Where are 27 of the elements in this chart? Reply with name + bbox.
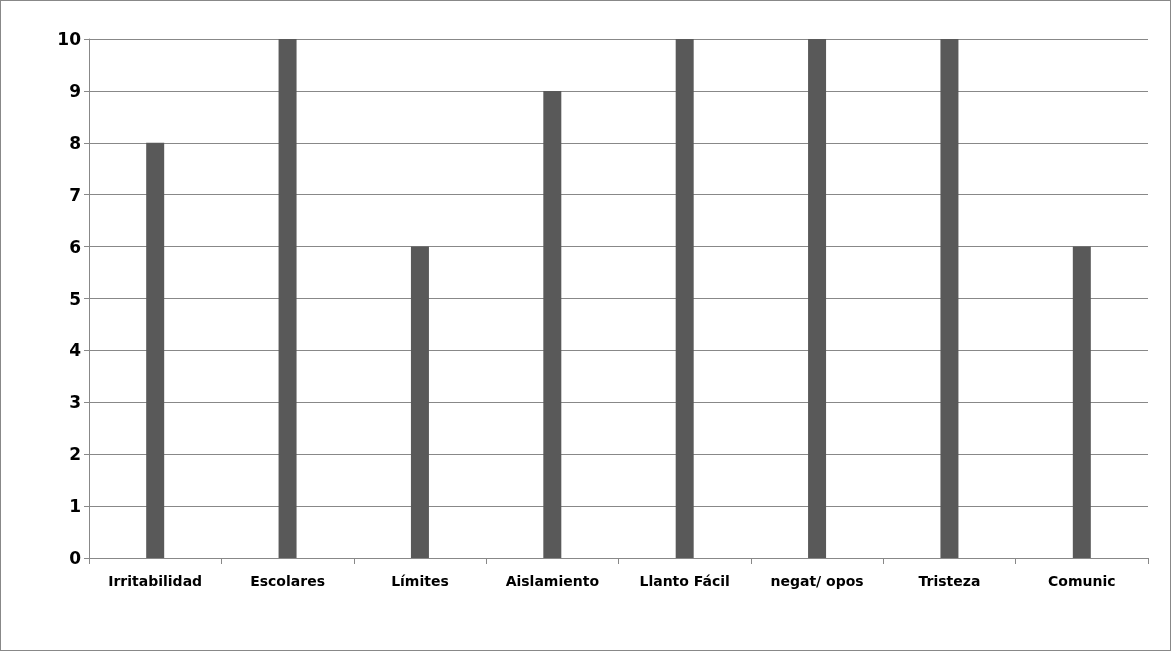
bar: [146, 142, 165, 558]
x-tick-label: Aislamiento: [505, 573, 600, 589]
y-tick-label: 7: [69, 184, 81, 205]
x-tick-label: Escolares: [250, 573, 325, 589]
x-tick-label: Llanto Fácil: [639, 573, 730, 589]
x-tick-label: Comunic: [1048, 573, 1116, 589]
bar: [278, 39, 297, 558]
y-tick-label: 10: [57, 29, 82, 49]
bar: [1072, 246, 1091, 558]
y-tick-label: 1: [69, 496, 81, 517]
bar: [940, 39, 959, 558]
bar: [410, 246, 429, 558]
bar: [543, 90, 562, 558]
bar: [675, 39, 694, 558]
y-tick-label: 9: [69, 80, 81, 101]
y-tick-label: 4: [69, 340, 82, 361]
y-tick-label: 2: [69, 444, 81, 465]
y-tick-label: 8: [69, 132, 81, 153]
y-tick-label: 0: [69, 548, 82, 568]
bar: [808, 39, 827, 558]
x-tick-label: Límites: [391, 573, 449, 589]
x-tick-label: negat/ opos: [770, 573, 864, 589]
y-tick-label: 3: [69, 392, 81, 413]
x-tick-label: Irritabilidad: [108, 573, 203, 589]
x-tick-label: Tristeza: [918, 573, 981, 589]
y-tick-label: 5: [69, 288, 81, 309]
y-tick-label: 6: [69, 236, 81, 257]
